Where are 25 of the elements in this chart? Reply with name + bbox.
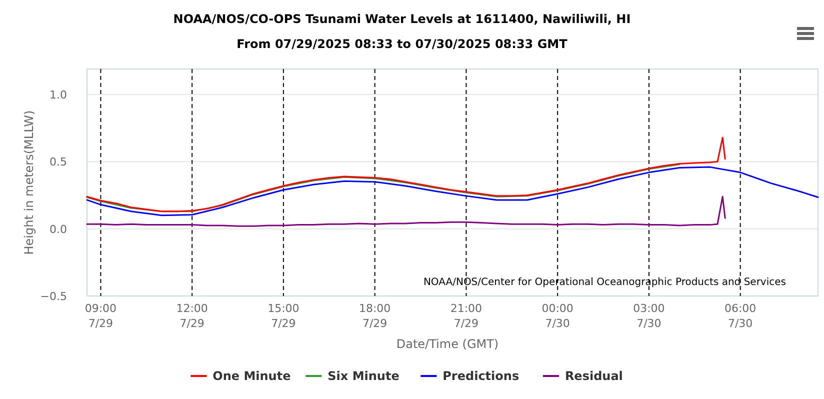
legend-label: Residual <box>564 369 623 383</box>
x-tick-label: 06:00 7/30 <box>724 302 756 330</box>
x-tick-label: 09:00 7/29 <box>84 302 117 330</box>
y-tick-label: 1.0 <box>50 88 67 102</box>
x-tick-label: 00:00 7/30 <box>542 302 574 330</box>
x-axis-title: Date/Time (GMT) <box>396 337 499 351</box>
line-series <box>86 136 726 212</box>
x-tick-label: 15:00 7/29 <box>268 302 300 330</box>
line-series <box>86 164 680 212</box>
y-axis-title: Height in meters(MLLW) <box>22 110 36 255</box>
y-tick-label: −0.5 <box>40 290 67 303</box>
chart-subtitle: From 07/29/2025 08:33 to 07/30/2025 08:33 GMT <box>236 37 568 51</box>
y-tick-label: 0.5 <box>50 156 67 169</box>
line-series <box>86 166 819 216</box>
annotation: NOAA/NOS/Center for Operational Oceanographic Products and Services <box>423 277 786 288</box>
x-tick-label: 18:00 7/29 <box>358 302 391 330</box>
legend-label: Six Minute <box>328 369 400 383</box>
legend-label: Predictions <box>442 369 520 383</box>
x-tick-label: 12:00 7/29 <box>176 302 208 330</box>
line-series <box>86 196 726 227</box>
x-tick-label: 21:00 7/29 <box>450 302 482 330</box>
y-tick-label: 0.0 <box>50 222 67 236</box>
x-tick-label: 03:00 7/30 <box>633 302 665 330</box>
legend-label: One Minute <box>212 369 291 383</box>
chart-title: NOAA/NOS/CO-OPS Tsunami Water Levels at 1611400, Nawiliwili, HI <box>173 12 631 26</box>
